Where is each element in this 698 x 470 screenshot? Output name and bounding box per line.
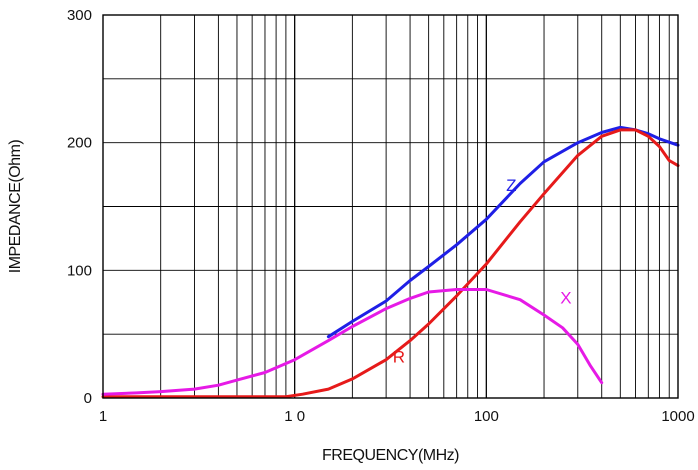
x-tick-label: 100: [474, 408, 499, 425]
y-tick-label: 100: [67, 262, 92, 279]
series-lines: [101, 125, 680, 399]
y-tick-label: 300: [67, 7, 92, 24]
y-tick-labels: 0 100 200 300: [67, 7, 92, 407]
series-label-z: Z: [506, 176, 516, 195]
y-tick-label: 0: [84, 390, 92, 407]
plot-frame: [102, 14, 679, 399]
x-tick-label: 1: [99, 408, 107, 425]
y-axis-title: IMPEDANCE(Ohm): [7, 140, 24, 274]
series-label-x: X: [560, 289, 571, 308]
grid-lines: [103, 15, 678, 398]
y-tick-label: 200: [67, 135, 92, 152]
x-tick-labels: 1 1 0 100 1000: [99, 408, 695, 425]
x-axis-title: FREQUENCY(MHz): [322, 447, 459, 464]
series-labels: Z R X: [393, 176, 572, 366]
series-line-z: [326, 125, 680, 339]
x-tick-label: 1 0: [284, 408, 305, 425]
series-line-r: [101, 128, 680, 399]
series-label-r: R: [393, 347, 405, 366]
series-line-x: [101, 288, 604, 396]
x-tick-label: 1000: [661, 408, 694, 425]
